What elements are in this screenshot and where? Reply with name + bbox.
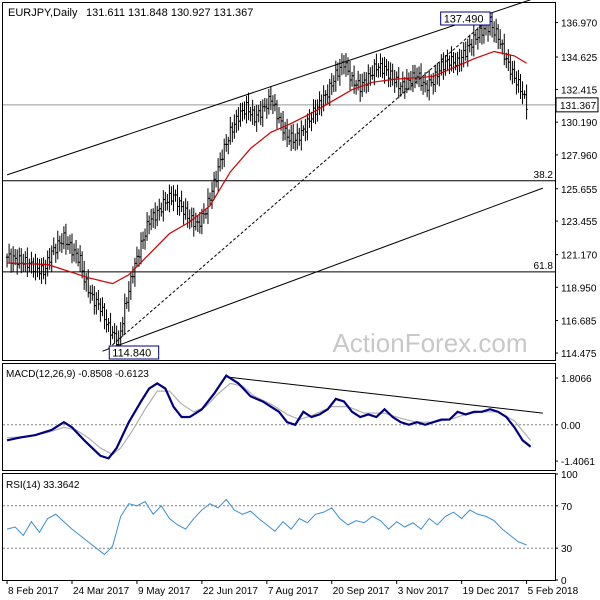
macd-tick-label: 0.00 [561,421,581,432]
macd-line [6,374,532,460]
current-price-box [555,97,599,113]
rsi-layer: 100 70 30 0 [3,470,578,587]
channel-top-line [6,0,532,176]
price-candles [5,12,528,354]
price-callout-box [108,345,160,360]
moving-average-line [7,50,527,285]
rsi-tick-label: 0 [561,576,567,587]
fib-level-label: 61.8 [534,261,554,272]
fib-level-label: 38.2 [534,170,554,181]
rsi-tick-label: 30 [561,544,573,555]
price-callout-label: 114.840 [112,348,151,360]
rsi-label: RSI(14) 33.3642 [6,480,80,491]
rsi-tick-label: 100 [561,470,578,481]
watermark: ActionForex.com [332,328,527,358]
price-ma: 137.490 114.840 [7,11,527,360]
price-tick-label: 125.655 [561,185,598,196]
x-tick-label: 24 Mar 2017 [73,586,130,597]
x-tick-label: 19 Dec 2017 [463,586,520,597]
macd-trendline [226,376,543,414]
price-axis: 136.970 134.625 132.415 130.190 127.960 125.6… [555,19,599,360]
x-tick-label: 5 Feb 2018 [528,586,579,597]
dashed-trend-line [108,15,493,349]
macd-tick-label: -1.4061 [561,457,595,468]
x-tick-label: 7 Aug 2017 [268,586,319,597]
x-axis: 8 Feb 2017 24 Mar 2017 9 May 2017 22 Jun 20… [6,580,579,597]
x-tick-label: 20 Sep 2017 [333,586,390,597]
rsi-tick-label: 70 [561,502,573,513]
price-tick-label: 118.950 [561,283,597,294]
price-tick-label: 114.475 [561,349,597,360]
price-tick-label: 132.415 [561,85,598,96]
x-tick-label: 3 Nov 2017 [398,586,450,597]
price-grid: 38.2 61.8 [3,104,555,273]
price-tick-label: 121.170 [561,251,598,262]
price-tick-label: 127.960 [561,151,598,162]
symbol-label: EURJPY,Daily [8,7,78,19]
price-callout-box [440,11,491,26]
macd-tick-label: 1.8066 [561,374,592,385]
current-price-label: 131.367 [560,101,597,112]
x-tick-label: 8 Feb 2017 [8,586,59,597]
price-tick-label: 130.190 [561,118,598,129]
macd-label: MACD(12,26,9) -0.8508 -0.6123 [6,369,149,380]
macd-layer: 1.8066 0.00 -1.4061 [3,374,595,468]
price-tick-label: 123.455 [561,217,598,228]
price-tick-label: 134.625 [561,53,598,64]
x-tick-label: 22 Jun 2017 [203,586,258,597]
price-panel-frame [2,2,556,361]
channel-bottom-line [102,187,543,352]
price-lines [6,0,543,352]
price-tick-label: 136.970 [561,19,598,30]
macd-panel-frame [2,363,556,471]
x-tick-label: 9 May 2017 [138,586,191,597]
ohlc-header: 131.611 131.848 130.927 131.367 [86,7,253,19]
price-callout-label: 137.490 [444,14,484,26]
price-tick-label: 116.685 [561,317,597,328]
rsi-line [6,498,527,556]
